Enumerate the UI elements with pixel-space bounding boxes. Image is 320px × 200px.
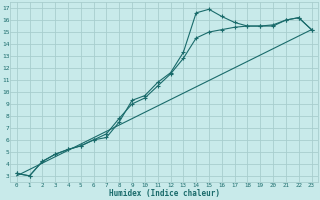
X-axis label: Humidex (Indice chaleur): Humidex (Indice chaleur) — [108, 189, 220, 198]
